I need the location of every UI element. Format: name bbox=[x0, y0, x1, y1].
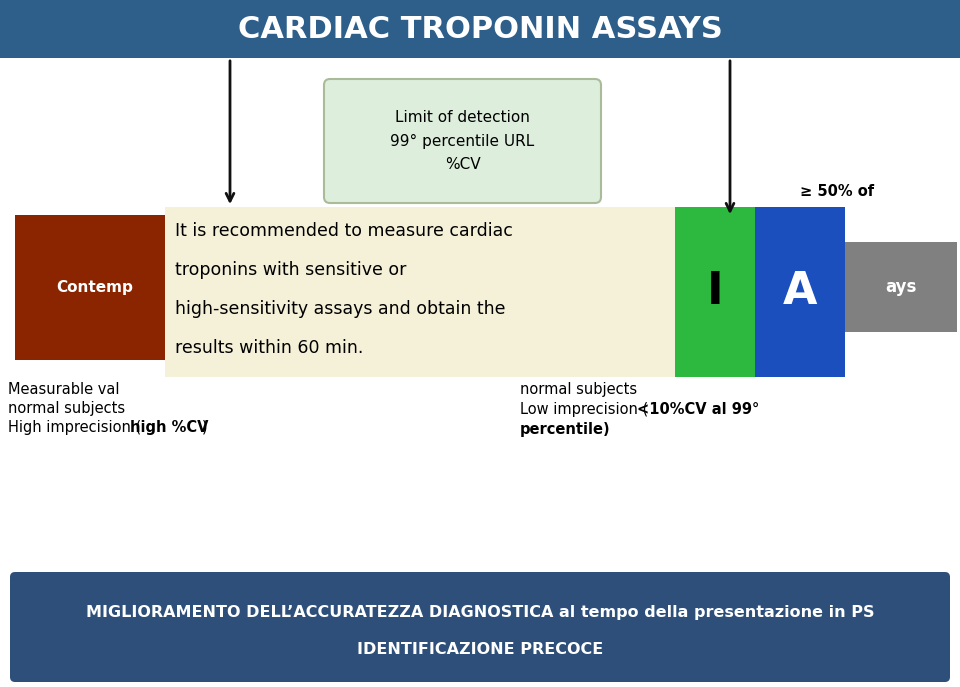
Text: ays: ays bbox=[885, 278, 917, 296]
Text: Measurable val: Measurable val bbox=[8, 382, 119, 397]
FancyBboxPatch shape bbox=[845, 242, 957, 332]
Text: High imprecision (: High imprecision ( bbox=[8, 420, 141, 435]
Text: normal subjects: normal subjects bbox=[520, 382, 637, 397]
FancyBboxPatch shape bbox=[165, 207, 675, 377]
FancyBboxPatch shape bbox=[15, 215, 175, 360]
Text: IDENTIFICAZIONE PRECOCE: IDENTIFICAZIONE PRECOCE bbox=[357, 642, 603, 657]
Text: ): ) bbox=[202, 420, 207, 435]
Text: troponins with sensitive or: troponins with sensitive or bbox=[175, 261, 406, 279]
Text: results within 60 min.: results within 60 min. bbox=[175, 339, 364, 357]
FancyBboxPatch shape bbox=[675, 207, 755, 377]
Text: Contemp: Contemp bbox=[57, 280, 133, 295]
Text: It is recommended to measure cardiac: It is recommended to measure cardiac bbox=[175, 222, 513, 240]
FancyBboxPatch shape bbox=[0, 0, 960, 58]
Text: CARDIAC TROPONIN ASSAYS: CARDIAC TROPONIN ASSAYS bbox=[238, 14, 722, 43]
Text: high-sensitivity assays and obtain the: high-sensitivity assays and obtain the bbox=[175, 300, 506, 318]
Text: ≥ 50% of: ≥ 50% of bbox=[800, 184, 875, 199]
FancyBboxPatch shape bbox=[10, 572, 950, 682]
Text: MIGLIORAMENTO DELL’ACCURATEZZA DIAGNOSTICA al tempo della presentazione in PS: MIGLIORAMENTO DELL’ACCURATEZZA DIAGNOSTI… bbox=[85, 605, 875, 620]
Text: high %CV: high %CV bbox=[130, 420, 208, 435]
FancyBboxPatch shape bbox=[324, 79, 601, 203]
Text: Low imprecision (: Low imprecision ( bbox=[520, 402, 648, 417]
Text: percentile): percentile) bbox=[520, 422, 611, 437]
Text: <10%CV al 99°: <10%CV al 99° bbox=[637, 402, 759, 417]
Text: Limit of detection
99° percentile URL
%CV: Limit of detection 99° percentile URL %C… bbox=[391, 110, 535, 172]
Text: I: I bbox=[707, 271, 723, 313]
Text: normal subjects: normal subjects bbox=[8, 401, 125, 416]
Text: A: A bbox=[782, 271, 817, 313]
FancyBboxPatch shape bbox=[755, 207, 845, 377]
